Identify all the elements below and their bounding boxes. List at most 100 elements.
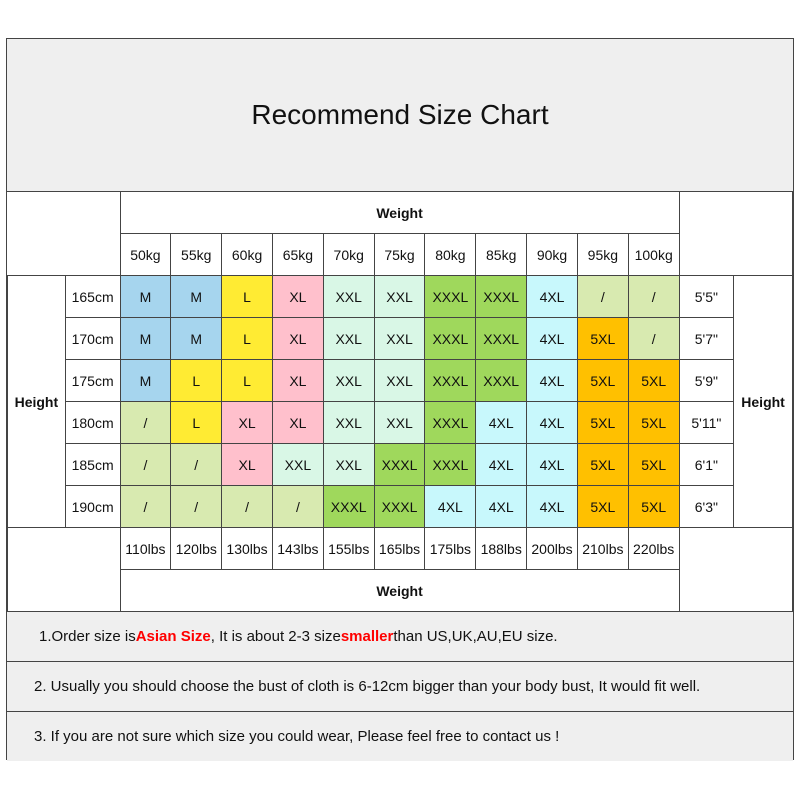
- size-cell: /: [119, 401, 172, 444]
- weight-lbs-header: 120lbs: [170, 527, 223, 570]
- height-ft: 5'11": [678, 401, 735, 444]
- size-cell: XXXL: [475, 317, 528, 360]
- weight-header: Weight: [119, 191, 680, 234]
- weight-lbs-header: 188lbs: [475, 527, 528, 570]
- size-cell: 5XL: [576, 485, 629, 528]
- size-cell: 4XL: [526, 275, 578, 318]
- note-1-asian-size: Asian Size: [135, 628, 211, 645]
- size-cell: XL: [271, 275, 324, 318]
- height-ft: 6'3": [678, 485, 735, 528]
- size-cell: 5XL: [627, 443, 680, 486]
- size-cell: /: [627, 275, 680, 318]
- size-cell: XL: [271, 359, 324, 402]
- size-table: Weight 50kg 55kg 60kg 65kg 70kg 75kg 80kg 85kg 90…: [7, 191, 794, 612]
- size-cell: XXL: [322, 317, 375, 360]
- size-cell: XXL: [373, 359, 426, 402]
- height-ft: 6'1": [678, 443, 735, 486]
- size-cell: 4XL: [475, 485, 528, 528]
- size-cell: M: [119, 317, 172, 360]
- size-cell: XXL: [322, 275, 375, 318]
- weight-kg-header: 95kg: [576, 233, 629, 276]
- height-cm: 190cm: [64, 485, 121, 528]
- height-ft: 5'9": [678, 359, 735, 402]
- size-cell: XXL: [373, 275, 426, 318]
- size-cell: XXXL: [424, 443, 477, 486]
- size-cell: M: [170, 317, 223, 360]
- weight-lbs-header: 200lbs: [526, 527, 578, 570]
- weight-kg-header: 55kg: [170, 233, 223, 276]
- size-cell: XXXL: [424, 359, 477, 402]
- corner-cell: [7, 527, 121, 612]
- size-cell: 4XL: [526, 443, 578, 486]
- height-ft: 5'7": [678, 317, 735, 360]
- weight-lbs-header: 175lbs: [424, 527, 477, 570]
- weight-lbs-header: 165lbs: [373, 527, 426, 570]
- height-ft: 5'5": [678, 275, 735, 318]
- note-1-smaller: smaller: [340, 628, 394, 645]
- size-cell: 4XL: [526, 401, 578, 444]
- height-cm: 185cm: [64, 443, 121, 486]
- weight-kg-header: 75kg: [373, 233, 426, 276]
- weight-kg-header: 60kg: [221, 233, 273, 276]
- size-cell: XXL: [322, 359, 375, 402]
- size-cell: L: [221, 317, 273, 360]
- size-cell: L: [170, 359, 223, 402]
- size-cell: /: [627, 317, 680, 360]
- size-cell: 4XL: [475, 443, 528, 486]
- size-cell: XL: [221, 443, 273, 486]
- size-cell: 5XL: [627, 485, 680, 528]
- weight-lbs-header: 155lbs: [322, 527, 375, 570]
- size-cell: XXL: [373, 317, 426, 360]
- size-cell: M: [119, 359, 172, 402]
- weight-lbs-header: 220lbs: [627, 527, 680, 570]
- size-chart: Recommend Size Chart Weight 50kg 55kg 60kg 6…: [6, 38, 794, 761]
- size-cell: XXXL: [424, 317, 477, 360]
- height-cm: 170cm: [64, 317, 121, 360]
- size-cell: XL: [221, 401, 273, 444]
- weight-kg-header: 50kg: [119, 233, 172, 276]
- size-cell: 5XL: [627, 401, 680, 444]
- note-2: 2. Usually you should choose the bust of…: [7, 661, 793, 711]
- size-cell: 5XL: [576, 359, 629, 402]
- size-cell: L: [221, 275, 273, 318]
- weight-kg-header: 65kg: [271, 233, 324, 276]
- chart-title: Recommend Size Chart: [7, 39, 793, 192]
- corner-cell: [7, 191, 121, 276]
- size-cell: XXXL: [475, 359, 528, 402]
- weight-kg-header: 70kg: [322, 233, 375, 276]
- size-cell: /: [119, 485, 172, 528]
- size-cell: 4XL: [475, 401, 528, 444]
- note-1-text: , It is about 2-3 size: [210, 628, 341, 645]
- weight-kg-header: 85kg: [475, 233, 528, 276]
- height-cm: 180cm: [64, 401, 121, 444]
- size-cell: L: [170, 401, 223, 444]
- size-cell: XL: [271, 401, 324, 444]
- size-cell: /: [271, 485, 324, 528]
- size-cell: /: [170, 485, 223, 528]
- size-cell: XXXL: [322, 485, 375, 528]
- size-cell: XXL: [322, 401, 375, 444]
- size-cell: /: [119, 443, 172, 486]
- size-cell: 4XL: [424, 485, 477, 528]
- size-cell: XXXL: [373, 485, 426, 528]
- size-cell: 4XL: [526, 317, 578, 360]
- size-cell: /: [576, 275, 629, 318]
- size-cell: 5XL: [576, 443, 629, 486]
- note-1-text: than US,UK,AU,EU size.: [393, 628, 558, 645]
- weight-lbs-header: 130lbs: [221, 527, 273, 570]
- size-cell: /: [170, 443, 223, 486]
- size-cell: 5XL: [576, 317, 629, 360]
- height-cm: 175cm: [64, 359, 121, 402]
- weight-footer: Weight: [119, 569, 680, 612]
- size-cell: M: [170, 275, 223, 318]
- size-cell: XXXL: [424, 275, 477, 318]
- height-header-left: Height: [7, 275, 66, 528]
- size-cell: 5XL: [627, 359, 680, 402]
- corner-cell: [678, 527, 794, 612]
- weight-kg-header: 80kg: [424, 233, 477, 276]
- size-cell: XXL: [322, 443, 375, 486]
- corner-cell: [678, 191, 794, 276]
- weight-lbs-header: 110lbs: [119, 527, 172, 570]
- note-3: 3. If you are not sure which size you co…: [7, 711, 793, 761]
- size-cell: XXXL: [424, 401, 477, 444]
